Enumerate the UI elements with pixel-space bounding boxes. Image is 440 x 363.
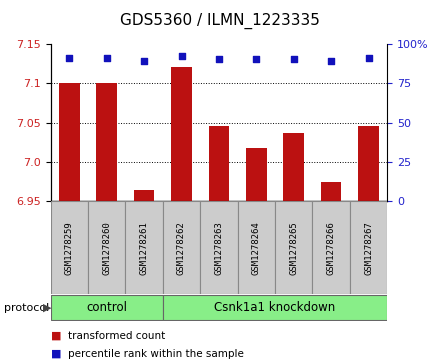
Bar [246,148,267,201]
Bar [134,189,154,201]
Point [141,58,148,64]
Point [216,57,222,62]
Text: GSM1278261: GSM1278261 [139,221,149,275]
Text: percentile rank within the sample: percentile rank within the sample [68,349,244,359]
Bar [321,182,341,201]
Bar [283,133,304,201]
Text: GSM1278265: GSM1278265 [289,221,298,275]
Bar [171,67,192,201]
Text: ■: ■ [51,349,61,359]
Text: transformed count: transformed count [68,331,165,341]
Text: GSM1278264: GSM1278264 [252,221,261,275]
Bar [312,201,350,294]
Point [103,55,110,61]
Point [290,57,297,62]
Text: ■: ■ [51,331,61,341]
Text: GSM1278266: GSM1278266 [326,221,336,275]
Bar [163,295,387,320]
Text: GSM1278260: GSM1278260 [102,221,111,275]
Bar [350,201,387,294]
Text: GSM1278263: GSM1278263 [214,221,224,275]
Text: GSM1278267: GSM1278267 [364,221,373,275]
Point [327,58,335,64]
Bar [358,126,379,201]
Text: GDS5360 / ILMN_1223335: GDS5360 / ILMN_1223335 [120,13,320,29]
Text: protocol: protocol [4,303,50,313]
Text: Csnk1a1 knockdown: Csnk1a1 knockdown [214,301,336,314]
Bar [96,83,117,201]
Point [66,55,73,61]
Bar [275,201,312,294]
Text: GSM1278262: GSM1278262 [177,221,186,275]
Bar [238,201,275,294]
Point [365,55,372,61]
Text: control: control [86,301,127,314]
Text: GSM1278259: GSM1278259 [65,221,74,275]
Bar [88,201,125,294]
Bar [59,83,80,201]
Bar [51,201,88,294]
Bar [200,201,238,294]
Bar [163,201,200,294]
Point [178,53,185,59]
Text: ▶: ▶ [43,303,52,313]
Point [253,57,260,62]
Bar [51,295,163,320]
Bar [125,201,163,294]
Bar [209,126,229,201]
